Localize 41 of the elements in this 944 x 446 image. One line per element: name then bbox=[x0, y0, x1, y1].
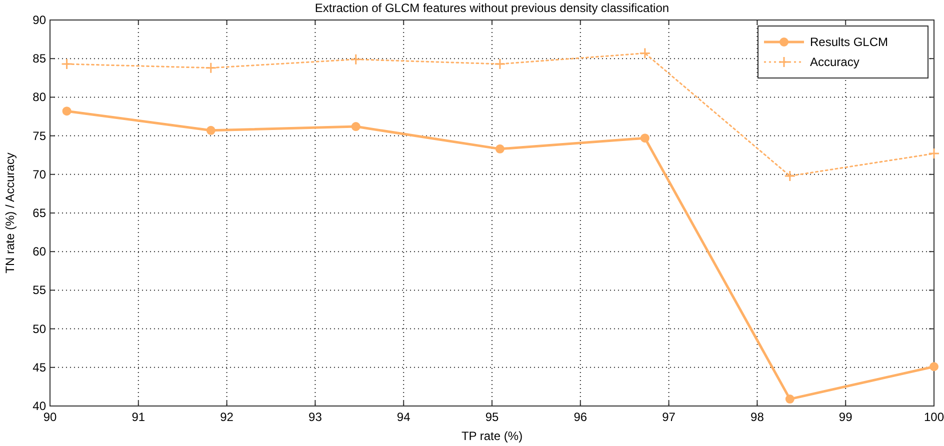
y-tick-label: 75 bbox=[32, 128, 46, 143]
y-tick-label: 55 bbox=[32, 283, 46, 298]
y-axis-title: TN rate (%) / Accuracy bbox=[3, 152, 17, 274]
x-tick-label: 100 bbox=[924, 410, 944, 424]
x-tick-label: 94 bbox=[396, 410, 411, 424]
point bbox=[928, 148, 940, 160]
x-tick-label: 98 bbox=[750, 410, 764, 424]
y-tick-label: 70 bbox=[32, 167, 46, 182]
y-tick-label: 50 bbox=[32, 322, 46, 336]
x-tick-label: 97 bbox=[662, 410, 676, 424]
point bbox=[494, 58, 506, 70]
y-tick-label: 90 bbox=[32, 13, 46, 27]
point bbox=[205, 62, 217, 74]
x-tick-label: 92 bbox=[220, 410, 234, 424]
x-tick-label: 99 bbox=[838, 410, 853, 424]
y-tick-label: 65 bbox=[32, 206, 46, 220]
point bbox=[61, 58, 73, 70]
point bbox=[785, 394, 794, 404]
y-tick-label: 60 bbox=[32, 244, 46, 259]
y-tick-label: 80 bbox=[32, 90, 46, 104]
x-tick-label: 93 bbox=[308, 410, 322, 424]
point bbox=[206, 126, 216, 135]
point bbox=[350, 54, 362, 66]
legend-label: Accuracy bbox=[810, 55, 860, 69]
point bbox=[639, 47, 651, 59]
point bbox=[930, 362, 938, 372]
point bbox=[784, 170, 796, 182]
point bbox=[495, 144, 504, 154]
y-tick-label: 45 bbox=[32, 360, 46, 374]
x-tick-label: 90 bbox=[43, 410, 57, 424]
chart-title: Extraction of GLCM features without previous density classification bbox=[314, 1, 670, 15]
x-tick-label: 96 bbox=[574, 410, 588, 424]
point bbox=[62, 106, 72, 116]
legend-label: Results GLCM bbox=[810, 35, 888, 49]
x-tick-label: 91 bbox=[132, 410, 146, 424]
point bbox=[640, 134, 650, 143]
y-tick-label: 85 bbox=[32, 52, 46, 66]
x-axis-title: TP rate (%) bbox=[461, 429, 523, 443]
point bbox=[351, 122, 360, 132]
x-tick-label: 95 bbox=[485, 410, 499, 424]
y-tick-label: 40 bbox=[32, 399, 46, 413]
